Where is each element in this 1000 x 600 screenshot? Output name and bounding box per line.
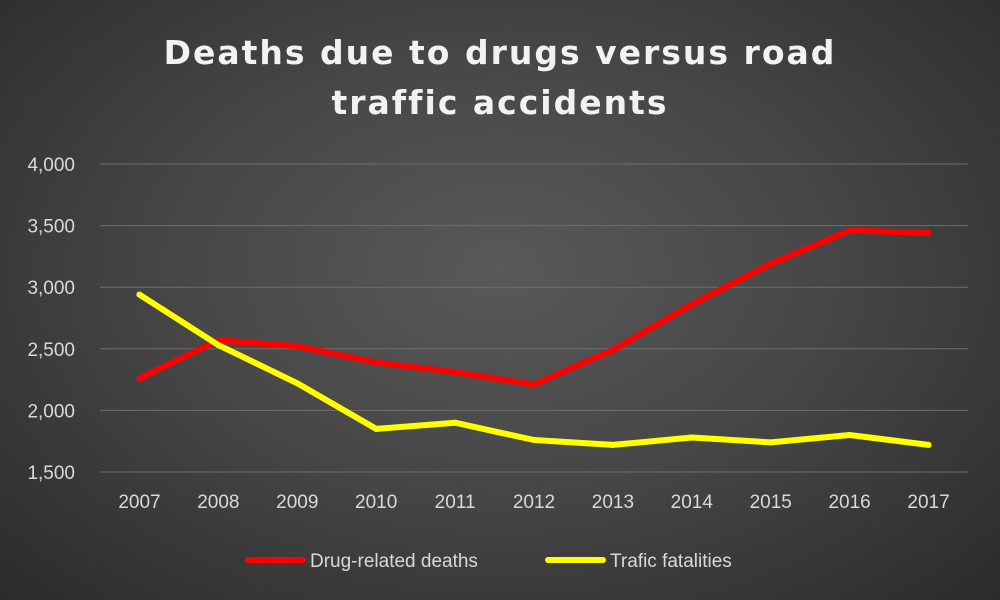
y-tick-label: 1,500 <box>27 463 75 484</box>
data-point <box>767 439 774 446</box>
chart-title-line-2: traffic accidents <box>331 83 668 122</box>
y-tick-label: 2,500 <box>27 340 75 361</box>
data-point <box>688 301 695 308</box>
chart-title: Deaths due to drugs versus road traffic … <box>164 33 837 122</box>
chart-title-line-1: Deaths due to drugs versus road <box>164 33 837 72</box>
data-point <box>294 380 301 387</box>
x-tick-label: 2017 <box>907 492 949 513</box>
x-tick-label: 2007 <box>118 492 160 513</box>
data-point <box>215 342 222 349</box>
legend-label: Drug-related deaths <box>310 551 478 572</box>
x-tick-label: 2009 <box>276 492 318 513</box>
series-line-trafic-fatalities <box>136 291 932 448</box>
y-tick-label: 3,000 <box>27 278 75 299</box>
data-point <box>294 343 301 350</box>
data-point <box>767 260 774 267</box>
data-point <box>373 359 380 366</box>
x-tick-label: 2011 <box>435 492 476 513</box>
data-point <box>136 291 143 298</box>
data-point <box>609 347 616 354</box>
data-point <box>452 369 459 376</box>
data-point <box>531 381 537 388</box>
data-point <box>846 227 853 234</box>
x-tick-label: 2014 <box>671 492 714 513</box>
y-axis-tick-labels: 1,500 2,000 2,500 3,000 3,500 4,000 <box>27 155 75 484</box>
x-axis-tick-labels: 2007 2008 2009 2010 2011 2012 2013 2014 2015 2016… <box>118 492 949 513</box>
data-point <box>373 425 380 432</box>
y-tick-label: 2,000 <box>27 401 75 422</box>
data-point <box>452 419 459 426</box>
x-tick-label: 2010 <box>355 492 397 513</box>
data-point <box>688 434 695 441</box>
data-point <box>925 229 932 236</box>
legend-label: Trafic fatalities <box>610 551 732 572</box>
x-tick-label: 2012 <box>513 492 555 513</box>
data-point <box>846 432 853 439</box>
data-point <box>136 375 143 382</box>
data-point <box>925 441 932 448</box>
x-tick-label: 2013 <box>592 492 634 513</box>
legend: Drug-related deaths Trafic fatalities <box>245 551 732 572</box>
data-point <box>531 436 537 443</box>
data-point <box>609 441 616 448</box>
x-tick-label: 2015 <box>750 492 792 513</box>
series-lines <box>136 227 932 448</box>
x-tick-label: 2008 <box>197 492 239 513</box>
x-tick-label: 2016 <box>828 492 870 513</box>
y-tick-label: 4,000 <box>27 155 75 176</box>
y-tick-label: 3,500 <box>27 217 75 238</box>
gridlines <box>100 163 968 473</box>
